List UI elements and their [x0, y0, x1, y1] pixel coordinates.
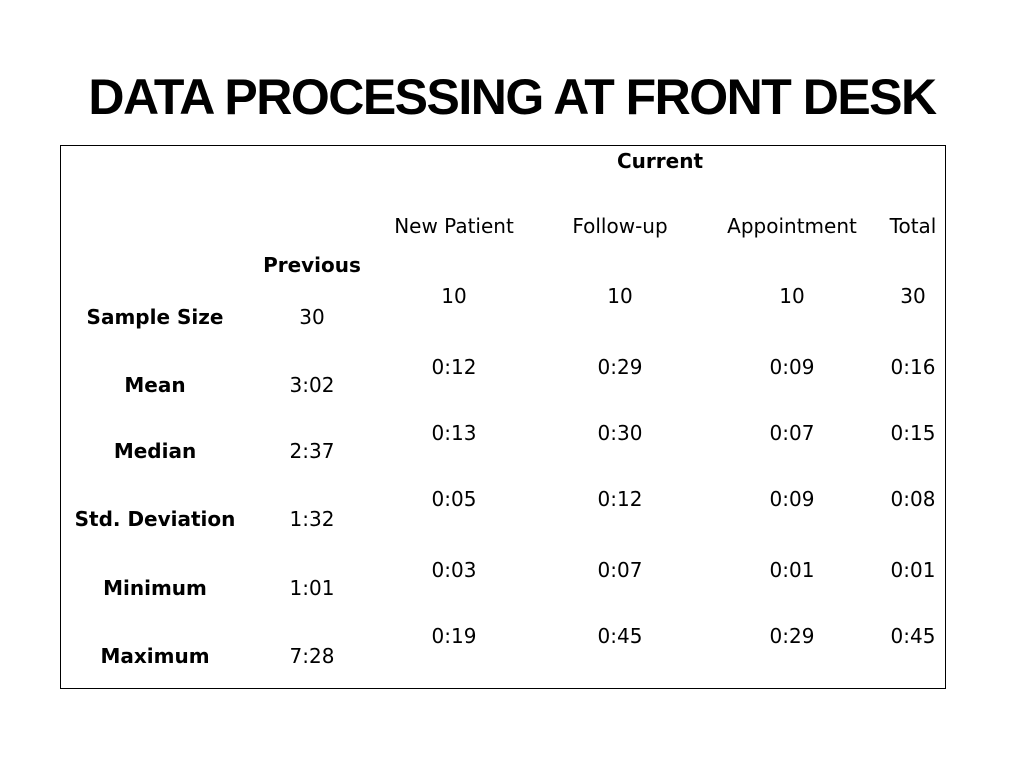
appointment-value: 0:01: [769, 558, 815, 582]
previous-value: 3:02: [289, 373, 335, 397]
column-header-total: Total: [889, 214, 937, 238]
new-patient-value: 0:05: [431, 487, 477, 511]
total-value: 0:45: [890, 624, 936, 648]
total-value: 0:16: [890, 355, 936, 379]
row-label: Mean: [124, 373, 186, 397]
total-value: 0:15: [890, 421, 936, 445]
current-header: Current: [616, 149, 704, 173]
new-patient-value: 10: [441, 284, 467, 308]
slide-title: DATA PROCESSING AT FRONT DESK: [88, 69, 937, 125]
previous-value: 30: [299, 305, 325, 329]
row-label: Maximum: [100, 644, 210, 668]
previous-value: 2:37: [289, 439, 335, 463]
new-patient-value: 0:12: [431, 355, 477, 379]
new-patient-value: 0:19: [431, 624, 477, 648]
follow-up-value: 0:45: [597, 624, 643, 648]
total-value: 0:01: [890, 558, 936, 582]
row-label: Minimum: [103, 576, 207, 600]
total-value: 30: [900, 284, 926, 308]
previous-header: Previous: [263, 253, 361, 277]
appointment-value: 0:29: [769, 624, 815, 648]
new-patient-value: 0:13: [431, 421, 477, 445]
row-label: Sample Size: [86, 305, 224, 329]
appointment-value: 0:07: [769, 421, 815, 445]
column-header-new-patient: New Patient: [394, 214, 514, 238]
follow-up-value: 0:12: [597, 487, 643, 511]
previous-value: 1:32: [289, 507, 335, 531]
total-value: 0:08: [890, 487, 936, 511]
appointment-value: 0:09: [769, 487, 815, 511]
follow-up-value: 10: [607, 284, 633, 308]
previous-value: 7:28: [289, 644, 335, 668]
statistics-table: [60, 145, 946, 689]
column-header-follow-up: Follow-up: [572, 214, 668, 238]
row-label: Std. Deviation: [74, 507, 236, 531]
new-patient-value: 0:03: [431, 558, 477, 582]
appointment-value: 0:09: [769, 355, 815, 379]
row-label: Median: [113, 439, 197, 463]
column-header-appointment: Appointment: [727, 214, 857, 238]
follow-up-value: 0:30: [597, 421, 643, 445]
appointment-value: 10: [779, 284, 805, 308]
previous-value: 1:01: [289, 576, 335, 600]
follow-up-value: 0:07: [597, 558, 643, 582]
follow-up-value: 0:29: [597, 355, 643, 379]
